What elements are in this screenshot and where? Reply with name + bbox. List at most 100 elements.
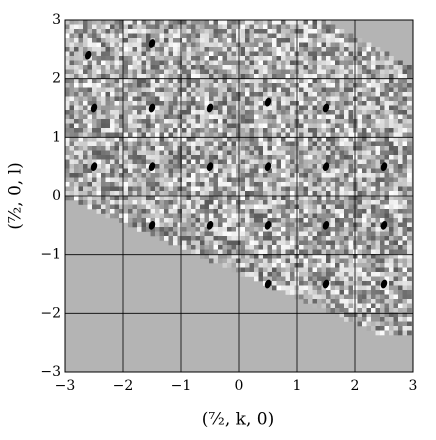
peak: [264, 97, 272, 107]
speckle: [236, 78, 241, 84]
speckle: [254, 114, 259, 120]
speckle: [137, 159, 142, 165]
speckle: [285, 254, 291, 259]
speckle: [92, 24, 97, 30]
speckle: [110, 47, 115, 52]
speckle: [96, 33, 102, 39]
speckle: [321, 290, 327, 295]
speckle: [407, 92, 412, 97]
speckle: [155, 47, 160, 52]
speckle: [87, 56, 93, 61]
speckle: [254, 65, 259, 70]
speckle: [141, 123, 147, 129]
speckle: [339, 240, 345, 246]
speckle: [146, 213, 151, 219]
speckle: [141, 182, 147, 187]
speckle: [285, 105, 291, 111]
speckle: [222, 263, 228, 268]
speckle: [407, 146, 412, 151]
speckle: [389, 195, 394, 201]
speckle: [159, 186, 165, 192]
speckle: [240, 240, 246, 246]
speckle: [276, 200, 282, 205]
speckle: [299, 267, 304, 273]
speckle: [330, 24, 336, 30]
speckle: [272, 33, 277, 39]
speckle: [263, 182, 268, 187]
speckle: [168, 177, 174, 183]
speckle: [177, 128, 183, 133]
speckle: [114, 105, 120, 111]
speckle: [285, 231, 291, 237]
speckle: [141, 69, 147, 75]
speckle: [330, 168, 336, 174]
speckle: [114, 24, 120, 30]
speckle: [195, 110, 201, 115]
speckle: [317, 303, 322, 309]
speckle: [303, 51, 309, 57]
speckle: [200, 209, 205, 214]
speckle: [105, 195, 111, 201]
speckle: [290, 236, 295, 241]
speckle: [141, 191, 147, 196]
speckle: [96, 83, 102, 88]
speckle: [146, 200, 151, 205]
speckle: [317, 227, 322, 232]
speckle: [398, 236, 403, 241]
speckle: [254, 195, 259, 201]
speckle: [182, 159, 187, 165]
speckle: [254, 263, 259, 268]
speckle: [254, 42, 259, 48]
speckle: [402, 240, 408, 246]
speckle: [344, 101, 349, 106]
speckle: [186, 101, 192, 106]
speckle: [213, 119, 219, 124]
speckle: [186, 119, 192, 124]
speckle: [74, 83, 79, 88]
speckle: [258, 200, 264, 205]
speckle: [236, 177, 241, 183]
speckle: [141, 204, 147, 210]
speckle: [123, 209, 129, 214]
speckle: [114, 33, 120, 39]
speckle: [200, 249, 205, 255]
speckle: [195, 245, 201, 250]
speckle: [375, 231, 381, 237]
speckle: [272, 92, 277, 97]
speckle: [285, 272, 291, 277]
speckle: [362, 51, 367, 57]
speckle: [312, 173, 318, 178]
speckle: [105, 141, 111, 147]
speckle: [362, 128, 367, 133]
speckle: [303, 285, 309, 291]
speckle: [141, 92, 147, 97]
speckle: [263, 258, 268, 264]
speckle: [258, 245, 264, 250]
speckle: [191, 24, 196, 30]
speckle: [339, 200, 345, 205]
speckle: [281, 195, 286, 201]
speckle: [155, 56, 160, 61]
speckle: [227, 159, 232, 165]
speckle: [393, 177, 399, 183]
speckle: [141, 132, 147, 138]
speckle: [303, 245, 309, 250]
speckle: [114, 47, 120, 52]
speckle: [101, 83, 106, 88]
speckle: [191, 29, 196, 34]
speckle: [209, 200, 214, 205]
speckle: [330, 227, 336, 232]
speckle: [335, 92, 340, 97]
speckle: [155, 177, 160, 183]
speckle: [317, 182, 322, 187]
speckle: [276, 222, 282, 228]
speckle: [344, 191, 349, 196]
speckle: [249, 123, 255, 129]
speckle: [65, 92, 70, 97]
speckle: [101, 146, 106, 151]
speckle: [375, 290, 381, 295]
speckle: [366, 195, 372, 201]
speckle: [299, 74, 304, 79]
speckle: [380, 65, 385, 70]
speckle: [258, 258, 264, 264]
